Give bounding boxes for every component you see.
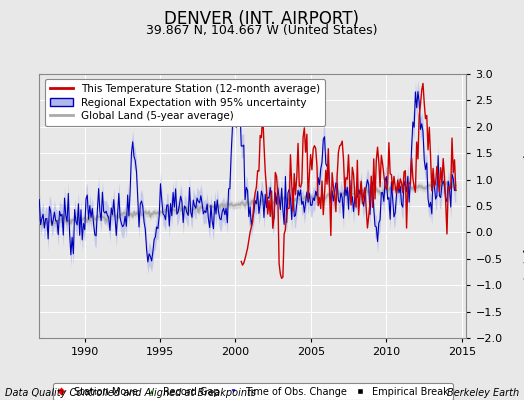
Text: Berkeley Earth: Berkeley Earth: [446, 388, 519, 398]
Y-axis label: Temperature Anomaly (°C): Temperature Anomaly (°C): [522, 132, 524, 280]
Text: DENVER (INT. AIRPORT): DENVER (INT. AIRPORT): [165, 10, 359, 28]
Text: 39.867 N, 104.667 W (United States): 39.867 N, 104.667 W (United States): [146, 24, 378, 37]
Legend: Station Move, Record Gap, Time of Obs. Change, Empirical Break: Station Move, Record Gap, Time of Obs. C…: [52, 383, 453, 400]
Text: Data Quality Controlled and Aligned at Breakpoints: Data Quality Controlled and Aligned at B…: [5, 388, 256, 398]
